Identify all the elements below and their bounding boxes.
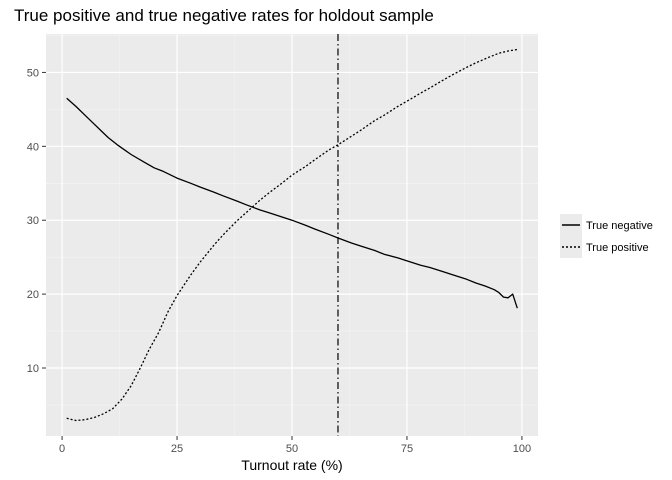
y-tick-label: 50 xyxy=(27,67,39,79)
x-axis-title: Turnout rate (%) xyxy=(241,457,342,473)
series-line-true-negative xyxy=(66,97,518,309)
chart-title: True positive and true negative rates fo… xyxy=(14,6,434,25)
y-tick-label: 20 xyxy=(27,289,39,301)
x-tick-label: 75 xyxy=(401,443,413,455)
x-tick-label: 0 xyxy=(59,443,65,455)
x-tick-label: 25 xyxy=(171,443,183,455)
legend: True negative True positive xyxy=(560,214,653,258)
y-tick-label: 40 xyxy=(27,141,39,153)
series-layer xyxy=(66,48,518,422)
x-tick-label: 50 xyxy=(286,443,298,455)
y-tick-label: 30 xyxy=(27,215,39,227)
legend-label-true-positive: True positive xyxy=(586,242,649,254)
axis-ticks: 0 25 50 75 100 10 20 30 40 50 xyxy=(27,67,531,455)
x-tick-label: 100 xyxy=(513,443,531,455)
y-tick-label: 10 xyxy=(27,363,39,375)
legend-label-true-negative: True negative xyxy=(586,220,653,232)
